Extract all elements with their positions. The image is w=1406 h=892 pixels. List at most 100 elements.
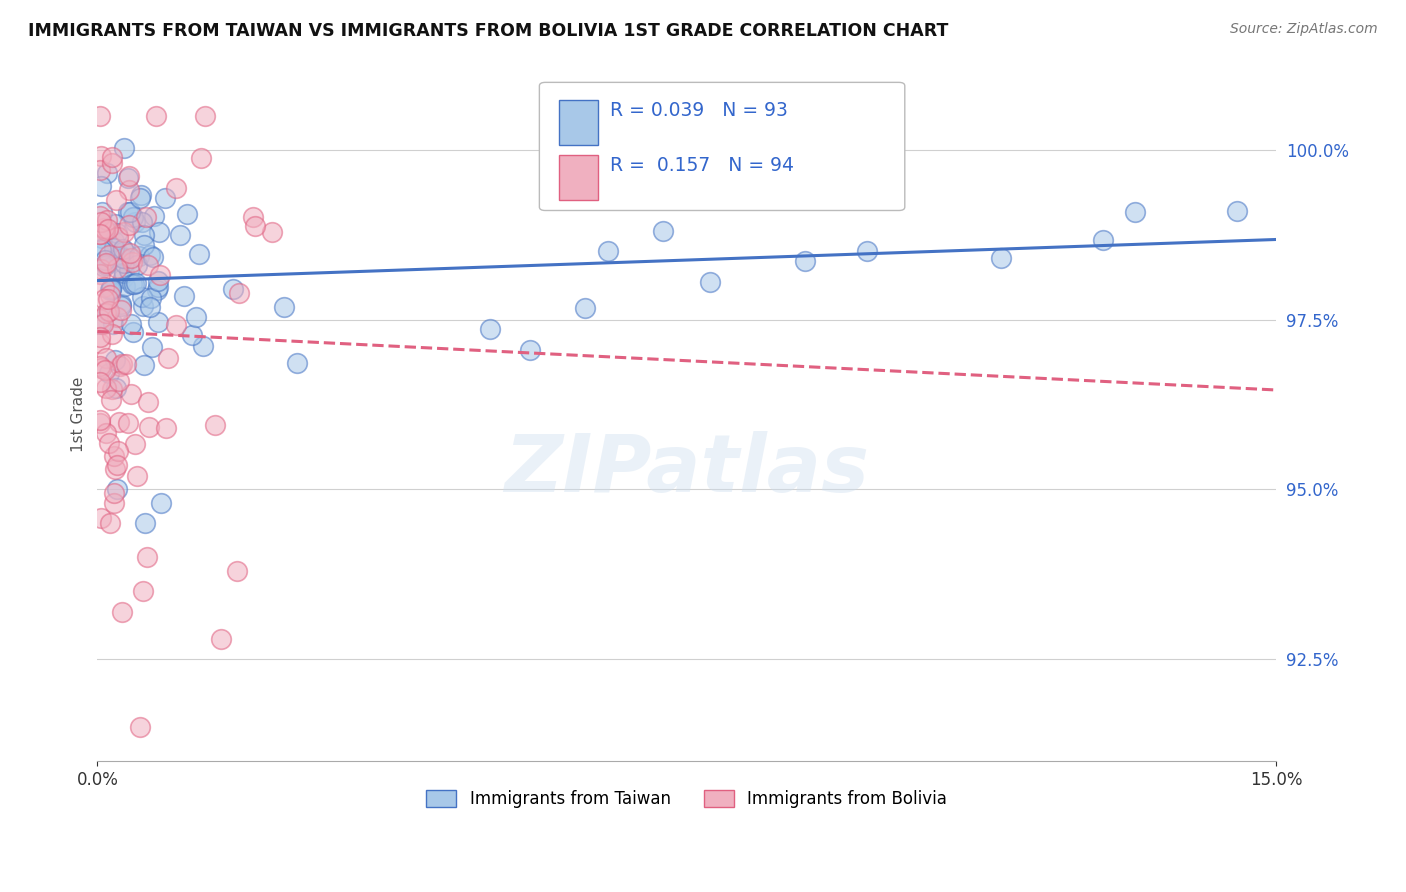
Point — [1226, 204, 1249, 219]
Point — [112, 270, 135, 285]
Point — [118, 219, 141, 233]
Point — [107, 444, 129, 458]
Point — [149, 496, 172, 510]
Point — [98, 248, 121, 262]
Point — [112, 141, 135, 155]
Point — [94, 351, 117, 365]
Point — [89, 227, 111, 241]
Point — [142, 250, 165, 264]
Point — [100, 516, 122, 531]
Point — [103, 234, 125, 248]
Point — [243, 219, 266, 233]
Point — [108, 415, 131, 429]
Point — [574, 301, 596, 315]
Point — [129, 191, 152, 205]
Point — [242, 210, 264, 224]
Bar — [560, 100, 599, 145]
Point — [90, 231, 112, 245]
Point — [141, 340, 163, 354]
Point — [105, 260, 128, 275]
Point — [121, 277, 143, 292]
Point — [89, 330, 111, 344]
Point — [120, 245, 142, 260]
Point — [89, 163, 111, 178]
Point — [145, 109, 167, 123]
Point — [184, 310, 207, 324]
Point — [120, 251, 142, 265]
Point — [89, 109, 111, 123]
Point — [169, 227, 191, 242]
Point — [226, 564, 249, 578]
Point — [94, 426, 117, 441]
Point — [107, 229, 129, 244]
Point — [110, 300, 132, 314]
Point — [146, 274, 169, 288]
Point — [117, 204, 139, 219]
Point — [91, 317, 114, 331]
Point — [104, 193, 127, 207]
Point — [120, 317, 142, 331]
Point — [209, 632, 232, 646]
Point — [793, 253, 815, 268]
Point — [155, 420, 177, 434]
Point — [285, 356, 308, 370]
Point — [135, 211, 157, 225]
Point — [273, 300, 295, 314]
Point — [117, 416, 139, 430]
Point — [120, 205, 142, 219]
Point — [90, 317, 112, 331]
Text: Source: ZipAtlas.com: Source: ZipAtlas.com — [1230, 22, 1378, 37]
Point — [97, 303, 120, 318]
Point — [91, 241, 114, 255]
Point — [89, 267, 111, 281]
Point — [188, 246, 211, 260]
Point — [138, 420, 160, 434]
Point — [132, 227, 155, 242]
Point — [103, 496, 125, 510]
Text: IMMIGRANTS FROM TAIWAN VS IMMIGRANTS FROM BOLIVIA 1ST GRADE CORRELATION CHART: IMMIGRANTS FROM TAIWAN VS IMMIGRANTS FRO… — [28, 22, 949, 40]
Point — [173, 289, 195, 303]
Point — [131, 290, 153, 304]
Point — [94, 381, 117, 395]
Point — [112, 266, 135, 280]
Point — [194, 109, 217, 123]
Point — [89, 227, 111, 242]
Point — [228, 286, 250, 301]
Point — [103, 449, 125, 463]
Point — [131, 215, 153, 229]
Point — [108, 374, 131, 388]
Point — [100, 151, 122, 165]
Text: R =  0.157   N = 94: R = 0.157 N = 94 — [610, 156, 794, 176]
Point — [93, 260, 115, 274]
Point — [100, 282, 122, 296]
Point — [134, 516, 156, 531]
Point — [98, 366, 121, 380]
Point — [93, 220, 115, 235]
Point — [190, 151, 212, 165]
Point — [114, 279, 136, 293]
Point — [100, 280, 122, 294]
Point — [146, 315, 169, 329]
Point — [754, 182, 776, 196]
Point — [91, 205, 114, 219]
Point — [105, 483, 128, 497]
Point — [103, 241, 125, 255]
Point — [127, 258, 149, 272]
Point — [699, 275, 721, 289]
Point — [107, 310, 129, 324]
Point — [129, 187, 152, 202]
Bar — [560, 155, 599, 200]
Point — [94, 252, 117, 267]
Point — [104, 462, 127, 476]
Point — [111, 605, 134, 619]
Point — [125, 469, 148, 483]
Point — [1123, 204, 1146, 219]
Point — [139, 248, 162, 262]
Point — [129, 720, 152, 734]
Point — [135, 550, 157, 565]
Point — [110, 297, 132, 311]
Point — [94, 258, 117, 272]
Point — [165, 318, 187, 333]
Text: R = 0.039   N = 93: R = 0.039 N = 93 — [610, 101, 787, 120]
Point — [118, 183, 141, 197]
